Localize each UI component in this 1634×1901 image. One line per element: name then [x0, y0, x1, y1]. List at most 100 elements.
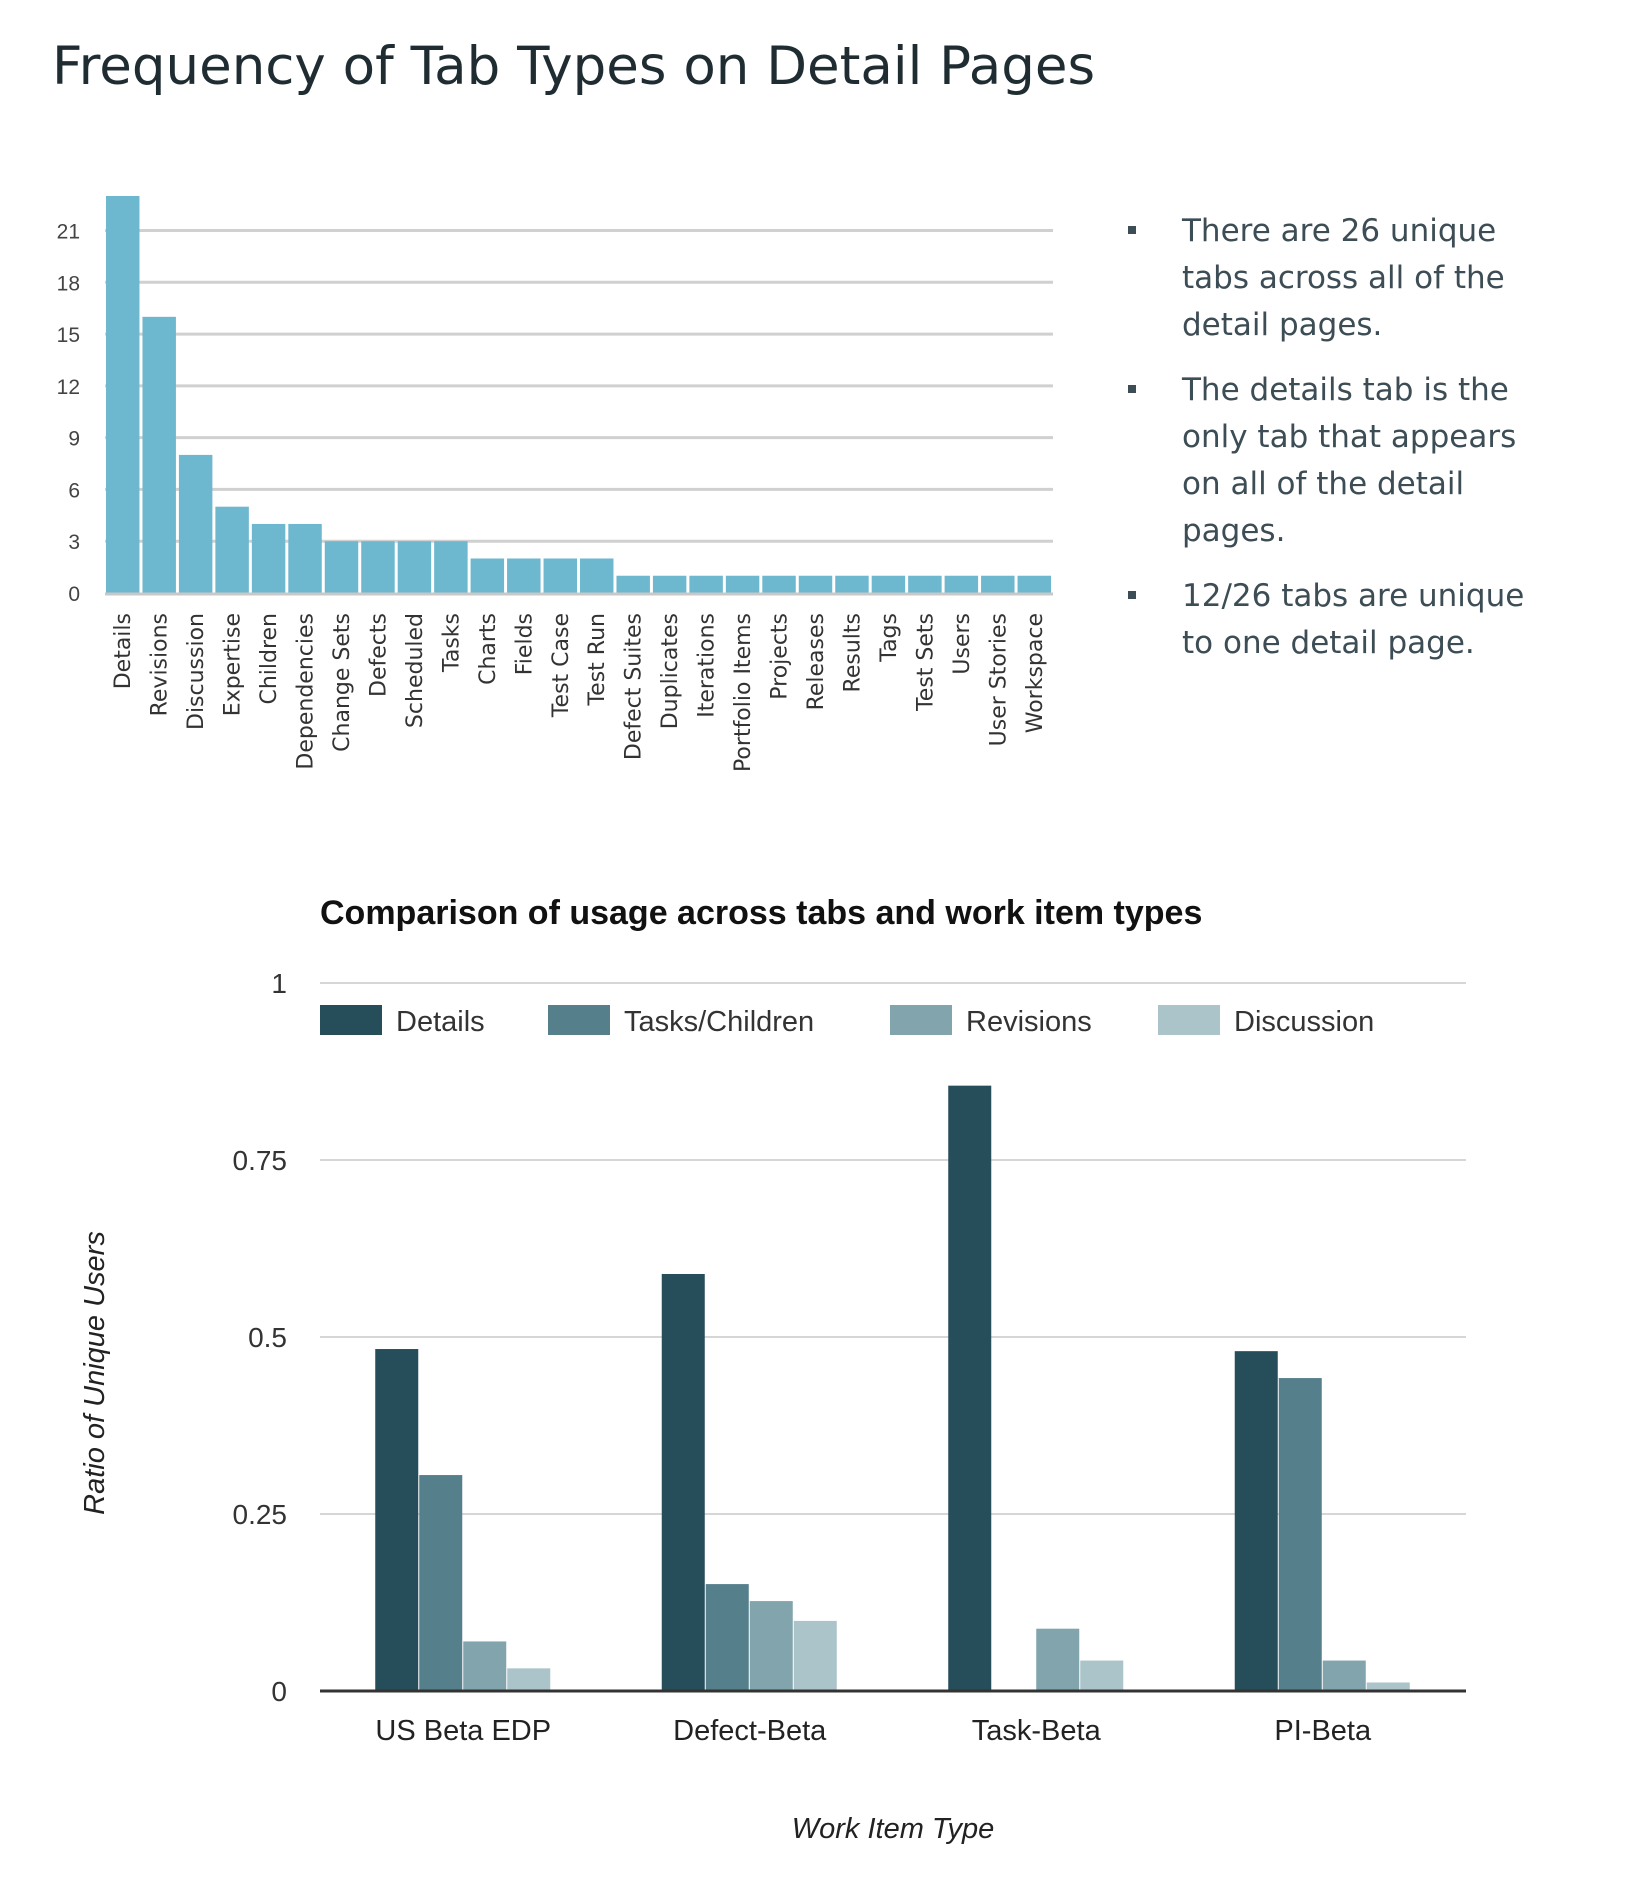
bar — [705, 1584, 749, 1691]
x-tick-label: Details — [111, 613, 136, 689]
x-tick-label: Change Sets — [330, 613, 355, 752]
x-tick-label: User Stories — [986, 613, 1011, 746]
bar — [288, 523, 322, 593]
x-tick-label: Test Run — [585, 613, 610, 707]
x-tick-label: PI-Beta — [1274, 1715, 1372, 1747]
x-tick-label: Test Case — [549, 613, 574, 718]
chart-title: Comparison of usage across tabs and work… — [320, 894, 1202, 932]
bar — [944, 575, 979, 593]
y-tick-label: 12 — [57, 376, 80, 399]
x-axis-title: Work Item Type — [792, 1813, 995, 1845]
summary-bullets: There are 26 unique tabs across all of t… — [1128, 208, 1558, 685]
y-axis-title: Ratio of Unique Users — [79, 1231, 111, 1515]
x-tick-label: Task-Beta — [972, 1715, 1102, 1747]
x-tick-label: Defects — [366, 613, 391, 697]
page-title: Frequency of Tab Types on Detail Pages — [52, 36, 1096, 97]
bar — [361, 541, 395, 593]
y-tick-label: 9 — [68, 428, 80, 451]
bar — [762, 575, 796, 593]
bar — [397, 541, 432, 593]
y-tick-label: 6 — [68, 479, 80, 502]
bar — [251, 523, 286, 593]
legend-swatch — [320, 1005, 382, 1035]
bar — [1017, 575, 1051, 593]
bar — [908, 575, 942, 593]
bar — [580, 558, 614, 593]
y-tick-label: 21 — [57, 221, 80, 244]
bar — [375, 1349, 419, 1691]
legend-swatch — [890, 1005, 952, 1035]
bar — [871, 575, 906, 593]
x-tick-label: Tags — [877, 613, 902, 663]
x-tick-label: Discussion — [184, 613, 209, 730]
x-tick-label: Fields — [512, 613, 537, 675]
x-tick-label: Users — [950, 613, 975, 675]
x-tick-label: Iterations — [695, 613, 720, 718]
bar — [661, 1273, 705, 1691]
y-tick-label: 18 — [57, 272, 80, 295]
x-tick-label: Children — [257, 613, 282, 705]
bar — [798, 575, 833, 593]
legend-swatch — [548, 1005, 610, 1035]
y-tick-label: 15 — [57, 324, 80, 347]
x-tick-label: Charts — [476, 613, 501, 685]
bar — [948, 1085, 992, 1691]
bar — [689, 575, 723, 593]
bar — [324, 541, 359, 593]
bar — [178, 454, 213, 593]
x-tick-label: Projects — [768, 613, 793, 700]
y-tick-label: 0.25 — [233, 1499, 288, 1530]
bar — [470, 558, 505, 593]
bar — [749, 1601, 793, 1691]
bar — [616, 575, 650, 593]
bar — [142, 316, 176, 593]
y-tick-label: 0.75 — [233, 1145, 288, 1176]
x-tick-label: Workspace — [1023, 613, 1048, 733]
bar — [793, 1620, 837, 1691]
bar — [1036, 1628, 1080, 1691]
y-tick-label: 0 — [271, 1676, 287, 1707]
x-tick-label: Defect Suites — [622, 613, 647, 760]
x-tick-label: Releases — [804, 613, 829, 710]
bar — [106, 196, 140, 593]
y-tick-label: 3 — [68, 531, 80, 554]
bar — [215, 506, 249, 593]
bar — [543, 558, 577, 593]
bar — [1234, 1351, 1278, 1691]
legend-label: Discussion — [1234, 1006, 1374, 1038]
bullet-item: There are 26 unique tabs across all of t… — [1128, 208, 1558, 349]
legend-label: Revisions — [966, 1006, 1092, 1038]
bar — [419, 1475, 463, 1691]
x-tick-label: Tasks — [439, 613, 464, 673]
x-tick-label: Duplicates — [658, 613, 683, 729]
y-tick-label: 1 — [271, 968, 287, 999]
bar — [434, 541, 468, 593]
bar — [463, 1641, 507, 1691]
bar — [507, 558, 541, 593]
bar — [1322, 1660, 1366, 1691]
bar — [981, 575, 1015, 593]
bar — [725, 575, 760, 593]
legend-swatch — [1158, 1005, 1220, 1035]
x-tick-label: Dependencies — [294, 613, 319, 770]
y-tick-label: 0.5 — [248, 1322, 287, 1353]
bar — [652, 575, 687, 593]
bar — [1366, 1682, 1410, 1691]
bullet-item: 12/26 tabs are unique to one detail page… — [1128, 573, 1558, 667]
y-tick-label: 0 — [68, 583, 80, 606]
bar — [507, 1668, 551, 1691]
bar — [1080, 1660, 1124, 1691]
x-tick-label: Test Sets — [913, 613, 938, 712]
x-tick-label: Revisions — [148, 613, 173, 716]
x-tick-label: Expertise — [221, 613, 246, 716]
x-tick-label: Portfolio Items — [731, 613, 756, 772]
bar — [835, 575, 869, 593]
x-tick-label: Defect-Beta — [673, 1715, 827, 1747]
x-tick-label: Scheduled — [403, 613, 428, 728]
x-tick-label: Results — [840, 613, 865, 692]
bar — [1278, 1378, 1322, 1691]
legend-label: Tasks/Children — [624, 1006, 814, 1038]
x-tick-label: US Beta EDP — [375, 1715, 551, 1747]
bullet-item: The details tab is the only tab that app… — [1128, 367, 1558, 555]
